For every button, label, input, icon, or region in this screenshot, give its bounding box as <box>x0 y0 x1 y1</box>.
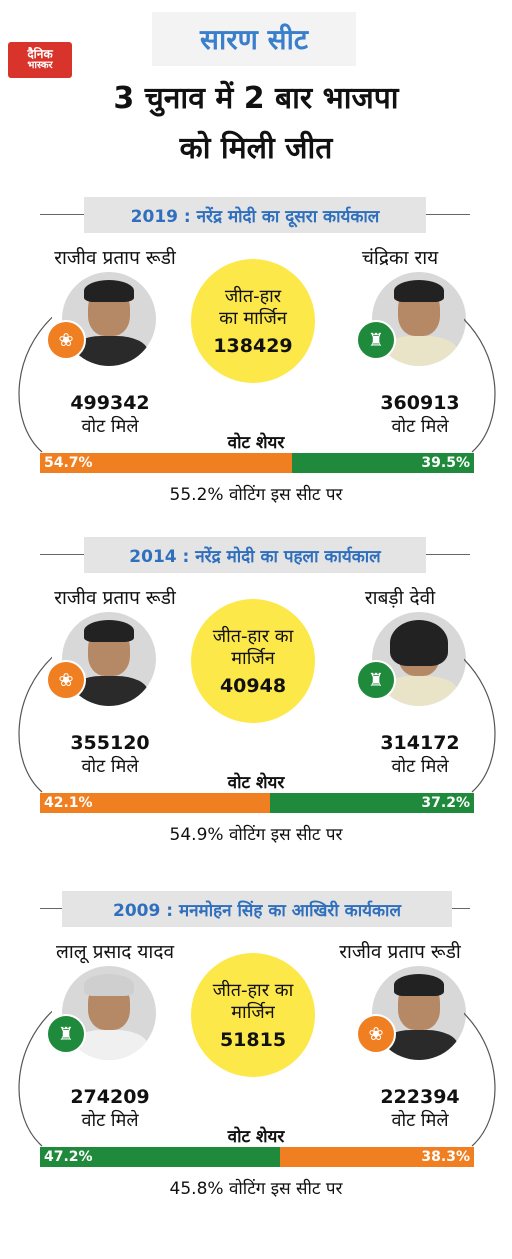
lotus-icon: ❀ <box>356 1014 396 1054</box>
right-votes-label: वोट मिले <box>391 1110 449 1131</box>
vote-share-label: वोट शेयर <box>227 773 285 793</box>
left-candidate-name: राजीव प्रताप रूडी <box>54 587 176 609</box>
election-section-2019: 2019 : नरेंद्र मोदी का दूसरा कार्यकाल राज… <box>0 194 512 534</box>
left-votes-number: 355120 <box>70 732 150 754</box>
section-tag: 2009 : मनमोहन सिंह का आखिरी कार्यकाल <box>62 891 452 927</box>
left-share-segment: 42.1% <box>40 793 271 813</box>
margin-label-2: मार्जिन <box>231 648 275 669</box>
right-candidate-name: राजीव प्रताप रूडी <box>339 941 461 963</box>
vote-share-label: वोट शेयर <box>227 1127 285 1147</box>
right-votes-number: 314172 <box>380 732 460 754</box>
vote-share-bar: 54.7% 39.5% <box>40 453 474 473</box>
win-margin-circle: जीत-हार का मार्जिन 51815 <box>191 953 315 1077</box>
right-votes-number: 360913 <box>380 392 460 414</box>
turnout-text: 55.2% वोटिंग इस सीट पर <box>169 485 343 505</box>
left-candidate-name: राजीव प्रताप रूडी <box>54 247 176 269</box>
headline-line-2: को मिली जीत <box>179 131 333 166</box>
margin-label-1: जीत-हार का <box>212 625 294 647</box>
lantern-icon: ♜ <box>356 320 396 360</box>
section-tag: 2019 : नरेंद्र मोदी का दूसरा कार्यकाल <box>84 197 426 233</box>
right-votes: 360913 वोट मिले <box>365 392 475 438</box>
left-arrow-arc <box>18 316 52 453</box>
margin-label-1: जीत-हार का <box>212 979 294 1001</box>
election-section-2014: 2014 : नरेंद्र मोदी का पहला कार्यकाल राजी… <box>0 534 512 874</box>
vote-share-bar: 47.2% 38.3% <box>40 1147 474 1167</box>
right-arrow-arc <box>464 658 496 793</box>
headline-line-1: 3 चुनाव में 2 बार भाजपा <box>113 81 399 116</box>
right-votes-label: वोट मिले <box>391 756 449 777</box>
left-votes: 274209 वोट मिले <box>55 1086 165 1132</box>
dainik-bhaskar-logo: दैनिक भास्कर <box>8 42 72 78</box>
left-votes: 499342 वोट मिले <box>55 392 165 438</box>
margin-value: 138429 <box>213 334 293 357</box>
election-section-2009: 2009 : मनमोहन सिंह का आखिरी कार्यकाल लालू… <box>0 888 512 1228</box>
margin-value: 40948 <box>219 674 287 697</box>
turnout-text: 54.9% वोटिंग इस सीट पर <box>169 825 343 845</box>
seat-title: सारण सीट <box>152 12 356 66</box>
right-candidate-name: राबड़ी देवी <box>364 587 436 609</box>
margin-label-2: मार्जिन <box>231 1002 275 1023</box>
right-share-segment: 37.2% <box>270 793 474 813</box>
left-arrow-arc <box>18 1010 52 1147</box>
section-tag: 2014 : नरेंद्र मोदी का पहला कार्यकाल <box>84 537 426 573</box>
lantern-icon: ♜ <box>356 660 396 700</box>
left-votes-number: 499342 <box>70 392 150 414</box>
margin-label-1: जीत-हार <box>224 285 282 307</box>
right-votes: 222394 वोट मिले <box>365 1086 475 1132</box>
left-votes: 355120 वोट मिले <box>55 732 165 778</box>
left-candidate-name: लालू प्रसाद यादव <box>55 941 175 963</box>
right-share-segment: 39.5% <box>292 453 474 473</box>
logo-line-1: दैनिक <box>27 47 53 62</box>
lotus-icon: ❀ <box>46 660 86 700</box>
left-share-segment: 54.7% <box>40 453 292 473</box>
vote-share-label: वोट शेयर <box>227 433 285 453</box>
left-votes-label: वोट मिले <box>81 756 139 777</box>
left-share-segment: 47.2% <box>40 1147 280 1167</box>
right-votes-number: 222394 <box>380 1086 460 1108</box>
margin-label-2: का मार्जिन <box>219 308 287 329</box>
left-arrow-arc <box>18 656 52 793</box>
vote-share-bar: 42.1% 37.2% <box>40 793 474 813</box>
left-votes-number: 274209 <box>70 1086 150 1108</box>
right-share-segment: 38.3% <box>279 1147 474 1167</box>
lotus-icon: ❀ <box>46 320 86 360</box>
right-candidate-photo <box>372 612 466 706</box>
turnout-text: 45.8% वोटिंग इस सीट पर <box>169 1179 343 1199</box>
right-arrow-arc <box>464 1012 496 1147</box>
left-votes-label: वोट मिले <box>81 416 139 437</box>
right-arrow-arc <box>464 318 496 453</box>
win-margin-circle: जीत-हार का मार्जिन 138429 <box>191 259 315 383</box>
logo-line-2: भास्कर <box>27 60 53 72</box>
right-votes-label: वोट मिले <box>391 416 449 437</box>
left-votes-label: वोट मिले <box>81 1110 139 1131</box>
margin-value: 51815 <box>219 1028 287 1051</box>
win-margin-circle: जीत-हार का मार्जिन 40948 <box>191 599 315 723</box>
lantern-icon: ♜ <box>46 1014 86 1054</box>
right-votes: 314172 वोट मिले <box>365 732 475 778</box>
right-candidate-name: चंद्रिका राय <box>361 247 439 269</box>
